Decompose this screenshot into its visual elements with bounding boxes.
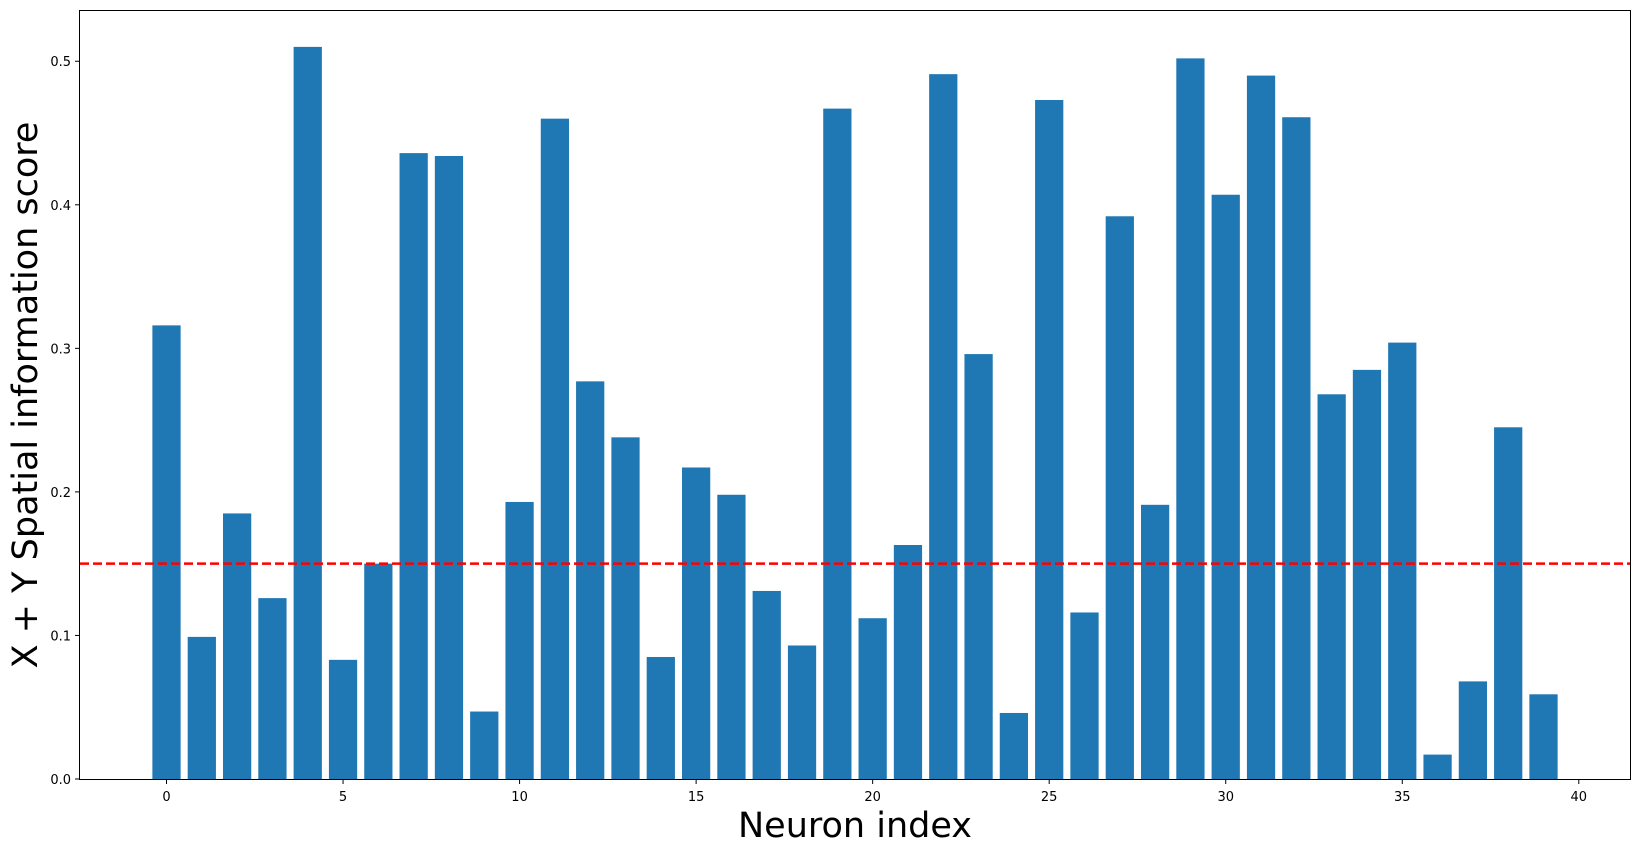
- bar-neuron-27: [1105, 216, 1134, 779]
- y-axis-ticks: 0.0 0.1 0.2 0.3 0.4 0.5: [50, 55, 80, 788]
- x-axis-ticks: 0 5 10 15 20 25 30 35 40: [162, 779, 1587, 805]
- y-axis-label: X + Y Spatial information score: [6, 122, 46, 669]
- bar-neuron-1: [187, 636, 216, 779]
- bar-neuron-20: [858, 618, 887, 779]
- bar-neuron-14: [646, 656, 675, 779]
- x-tick-label-25: 25: [1041, 790, 1058, 805]
- bar-neuron-31: [1246, 75, 1276, 779]
- x-tick-label-15: 15: [688, 790, 705, 805]
- bar-neuron-4: [293, 46, 322, 779]
- bar-neuron-6: [364, 563, 393, 779]
- bar-neuron-11: [540, 118, 570, 779]
- bar-neuron-24: [999, 712, 1029, 779]
- bar-neuron-28: [1140, 504, 1170, 779]
- bar-neuron-15: [681, 467, 711, 779]
- y-tick-label-0.2: 0.2: [50, 486, 71, 501]
- bar-neuron-37: [1458, 681, 1488, 779]
- bar-neuron-35: [1388, 342, 1417, 779]
- bar-neuron-13: [611, 437, 640, 779]
- bar-neuron-19: [823, 108, 852, 780]
- y-tick-label-0.1: 0.1: [50, 629, 71, 644]
- x-axis-label: Neuron index: [738, 806, 972, 846]
- bar-neuron-32: [1282, 117, 1311, 780]
- y-tick-label-0.3: 0.3: [50, 342, 71, 357]
- x-tick-label-40: 40: [1571, 790, 1588, 805]
- bar-neuron-10: [505, 501, 534, 779]
- x-tick-label-35: 35: [1394, 790, 1411, 805]
- y-tick-label-0.4: 0.4: [50, 199, 71, 214]
- x-tick-label-20: 20: [864, 790, 881, 805]
- y-tick-label-0.5: 0.5: [50, 55, 71, 70]
- x-tick-label-0: 0: [162, 790, 170, 805]
- bar-neuron-38: [1494, 427, 1523, 779]
- bar-neuron-12: [576, 381, 605, 779]
- bar-neuron-26: [1070, 612, 1099, 779]
- plot-frame: [79, 10, 1631, 780]
- bar-neuron-23: [964, 354, 993, 779]
- bar-neuron-25: [1035, 100, 1064, 779]
- bar-neuron-2: [222, 513, 252, 779]
- bar-neuron-0: [152, 325, 181, 779]
- bar-neuron-39: [1529, 694, 1558, 779]
- x-tick-label-5: 5: [339, 790, 347, 805]
- bar-neuron-9: [470, 711, 499, 779]
- x-tick-label-10: 10: [511, 790, 528, 805]
- bar-neuron-7: [399, 153, 428, 779]
- bar-neuron-3: [258, 598, 287, 779]
- bar-neuron-34: [1352, 369, 1382, 779]
- bar-neuron-16: [717, 494, 746, 779]
- bars-layer: [152, 46, 1558, 780]
- bar-neuron-36: [1423, 754, 1452, 779]
- bar-neuron-30: [1211, 194, 1240, 779]
- bar-neuron-33: [1317, 394, 1346, 779]
- y-tick-label-0.0: 0.0: [50, 773, 71, 788]
- bar-neuron-18: [787, 645, 817, 779]
- bar-neuron-22: [929, 74, 958, 780]
- bar-neuron-17: [752, 590, 781, 779]
- bar-neuron-5: [328, 659, 358, 779]
- bar-neuron-29: [1176, 58, 1205, 780]
- x-tick-label-30: 30: [1217, 790, 1234, 805]
- bar-neuron-21: [893, 545, 923, 779]
- bar-neuron-8: [434, 155, 464, 779]
